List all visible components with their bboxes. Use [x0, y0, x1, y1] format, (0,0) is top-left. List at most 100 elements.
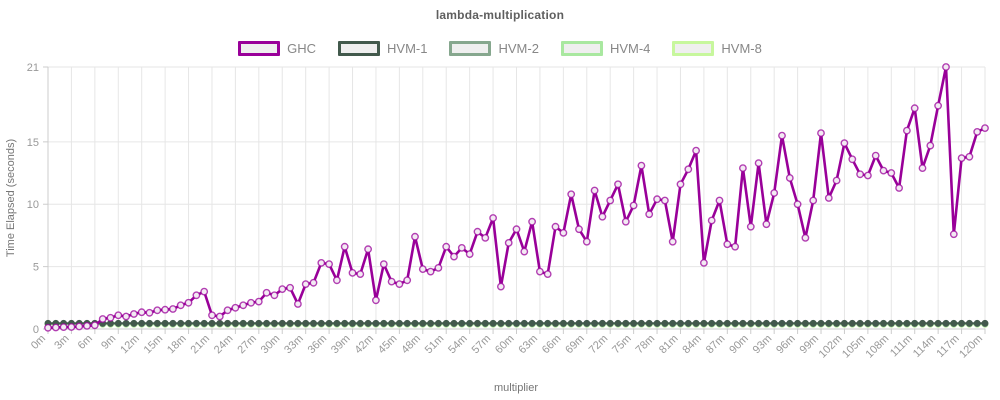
data-point-marker — [145, 308, 154, 317]
data-point-marker — [621, 217, 630, 226]
data-point-marker — [223, 306, 232, 315]
data-point-marker — [739, 319, 747, 327]
data-point-marker — [340, 242, 349, 251]
data-point-marker — [958, 319, 965, 327]
hvm-1-series — [44, 319, 989, 327]
data-point-marker — [716, 319, 723, 327]
data-point-marker — [215, 312, 224, 321]
data-point-marker — [435, 319, 442, 327]
data-point-marker — [332, 276, 341, 285]
data-point-marker — [396, 319, 403, 327]
x-tick-label: 45m — [376, 333, 400, 357]
data-point-marker — [919, 319, 926, 327]
y-tick-label: 0 — [33, 324, 39, 336]
x-tick-label: 6m — [76, 333, 95, 352]
data-point-marker — [411, 319, 419, 327]
x-tick-label: 18m — [165, 333, 189, 357]
data-point-marker — [903, 126, 911, 135]
x-tick-label: 0m — [29, 333, 48, 352]
data-point-marker — [942, 319, 950, 327]
data-point-marker — [856, 319, 864, 327]
data-point-marker — [926, 319, 934, 327]
data-point-marker — [262, 288, 271, 297]
legend: GHC HVM-1 HVM-2 HVM-4 HVM-8 — [0, 38, 1000, 58]
data-point-marker — [59, 323, 68, 331]
data-point-marker — [864, 171, 872, 180]
data-point-marker — [466, 319, 474, 327]
data-point-marker — [83, 321, 91, 330]
data-point-marker — [465, 250, 474, 259]
legend-swatch-icon — [338, 40, 381, 56]
data-point-marker — [965, 152, 974, 161]
data-point-marker — [543, 270, 552, 278]
data-point-marker — [403, 276, 412, 285]
legend-item-ghc[interactable]: GHC — [238, 40, 317, 56]
data-point-marker — [552, 319, 559, 327]
legend-item-hvm-8[interactable]: HVM-8 — [672, 40, 762, 56]
data-point-marker — [481, 233, 490, 242]
data-point-marker — [137, 308, 146, 317]
data-point-marker — [293, 300, 302, 308]
data-point-marker — [457, 243, 466, 252]
data-point-marker — [809, 319, 817, 327]
data-point-marker — [380, 319, 388, 327]
data-point-marker — [926, 141, 935, 150]
data-point-marker — [450, 252, 458, 261]
data-point-marker — [942, 63, 950, 71]
data-point-marker — [51, 323, 60, 332]
data-point-marker — [794, 319, 801, 327]
data-point-marker — [895, 184, 903, 192]
data-point-marker — [981, 124, 989, 133]
data-point-marker — [708, 319, 716, 327]
data-point-marker — [130, 319, 138, 327]
data-point-marker — [895, 319, 903, 327]
legend-item-hvm-1[interactable]: HVM-1 — [338, 40, 427, 56]
data-point-marker — [216, 319, 224, 327]
data-point-marker — [418, 265, 427, 273]
axis-lines — [43, 66, 986, 334]
data-point-marker — [372, 319, 380, 327]
data-point-marker — [301, 280, 310, 288]
legend-label: GHC — [287, 40, 317, 56]
data-point-marker — [551, 222, 560, 231]
data-point-marker — [317, 258, 326, 267]
x-tick-label: 33m — [282, 333, 306, 357]
data-point-marker — [232, 319, 239, 327]
data-point-marker — [887, 169, 896, 177]
x-tick-label: 108m — [863, 333, 891, 361]
legend-swatch-icon — [672, 40, 715, 56]
data-point-marker — [684, 319, 692, 327]
data-point-marker — [599, 319, 606, 327]
data-point-marker — [559, 228, 568, 237]
data-point-marker — [520, 247, 529, 256]
x-tick-label: 78m — [634, 333, 658, 357]
x-tick-label: 51m — [423, 333, 447, 357]
data-point-marker — [653, 319, 661, 327]
x-tick-label: 120m — [957, 333, 985, 361]
x-tick-label: 96m — [774, 333, 798, 357]
data-point-marker — [512, 225, 521, 234]
data-point-marker — [590, 186, 599, 195]
data-point-marker — [278, 285, 287, 293]
data-point-marker — [832, 176, 841, 185]
y-tick-label: 21 — [27, 62, 39, 74]
data-point-marker — [411, 232, 419, 241]
data-point-marker — [762, 220, 771, 229]
legend-item-hvm-4[interactable]: HVM-4 — [560, 40, 650, 56]
data-point-marker — [504, 238, 513, 247]
legend-item-hvm-2[interactable]: HVM-2 — [449, 40, 539, 56]
data-point-marker — [700, 258, 708, 267]
data-point-marker — [950, 319, 958, 327]
data-point-marker — [606, 196, 615, 205]
data-point-marker — [770, 189, 779, 197]
data-point-marker — [528, 217, 536, 226]
y-tick-labels: 0 5 10 15 21 — [27, 62, 39, 336]
data-point-marker — [817, 319, 825, 327]
legend-swatch-icon — [238, 40, 281, 56]
data-point-marker — [536, 267, 544, 276]
data-point-marker — [528, 319, 536, 327]
data-point-marker — [200, 319, 208, 327]
data-point-marker — [356, 270, 365, 278]
data-point-marker — [138, 319, 146, 327]
x-tick-label: 30m — [259, 333, 283, 357]
